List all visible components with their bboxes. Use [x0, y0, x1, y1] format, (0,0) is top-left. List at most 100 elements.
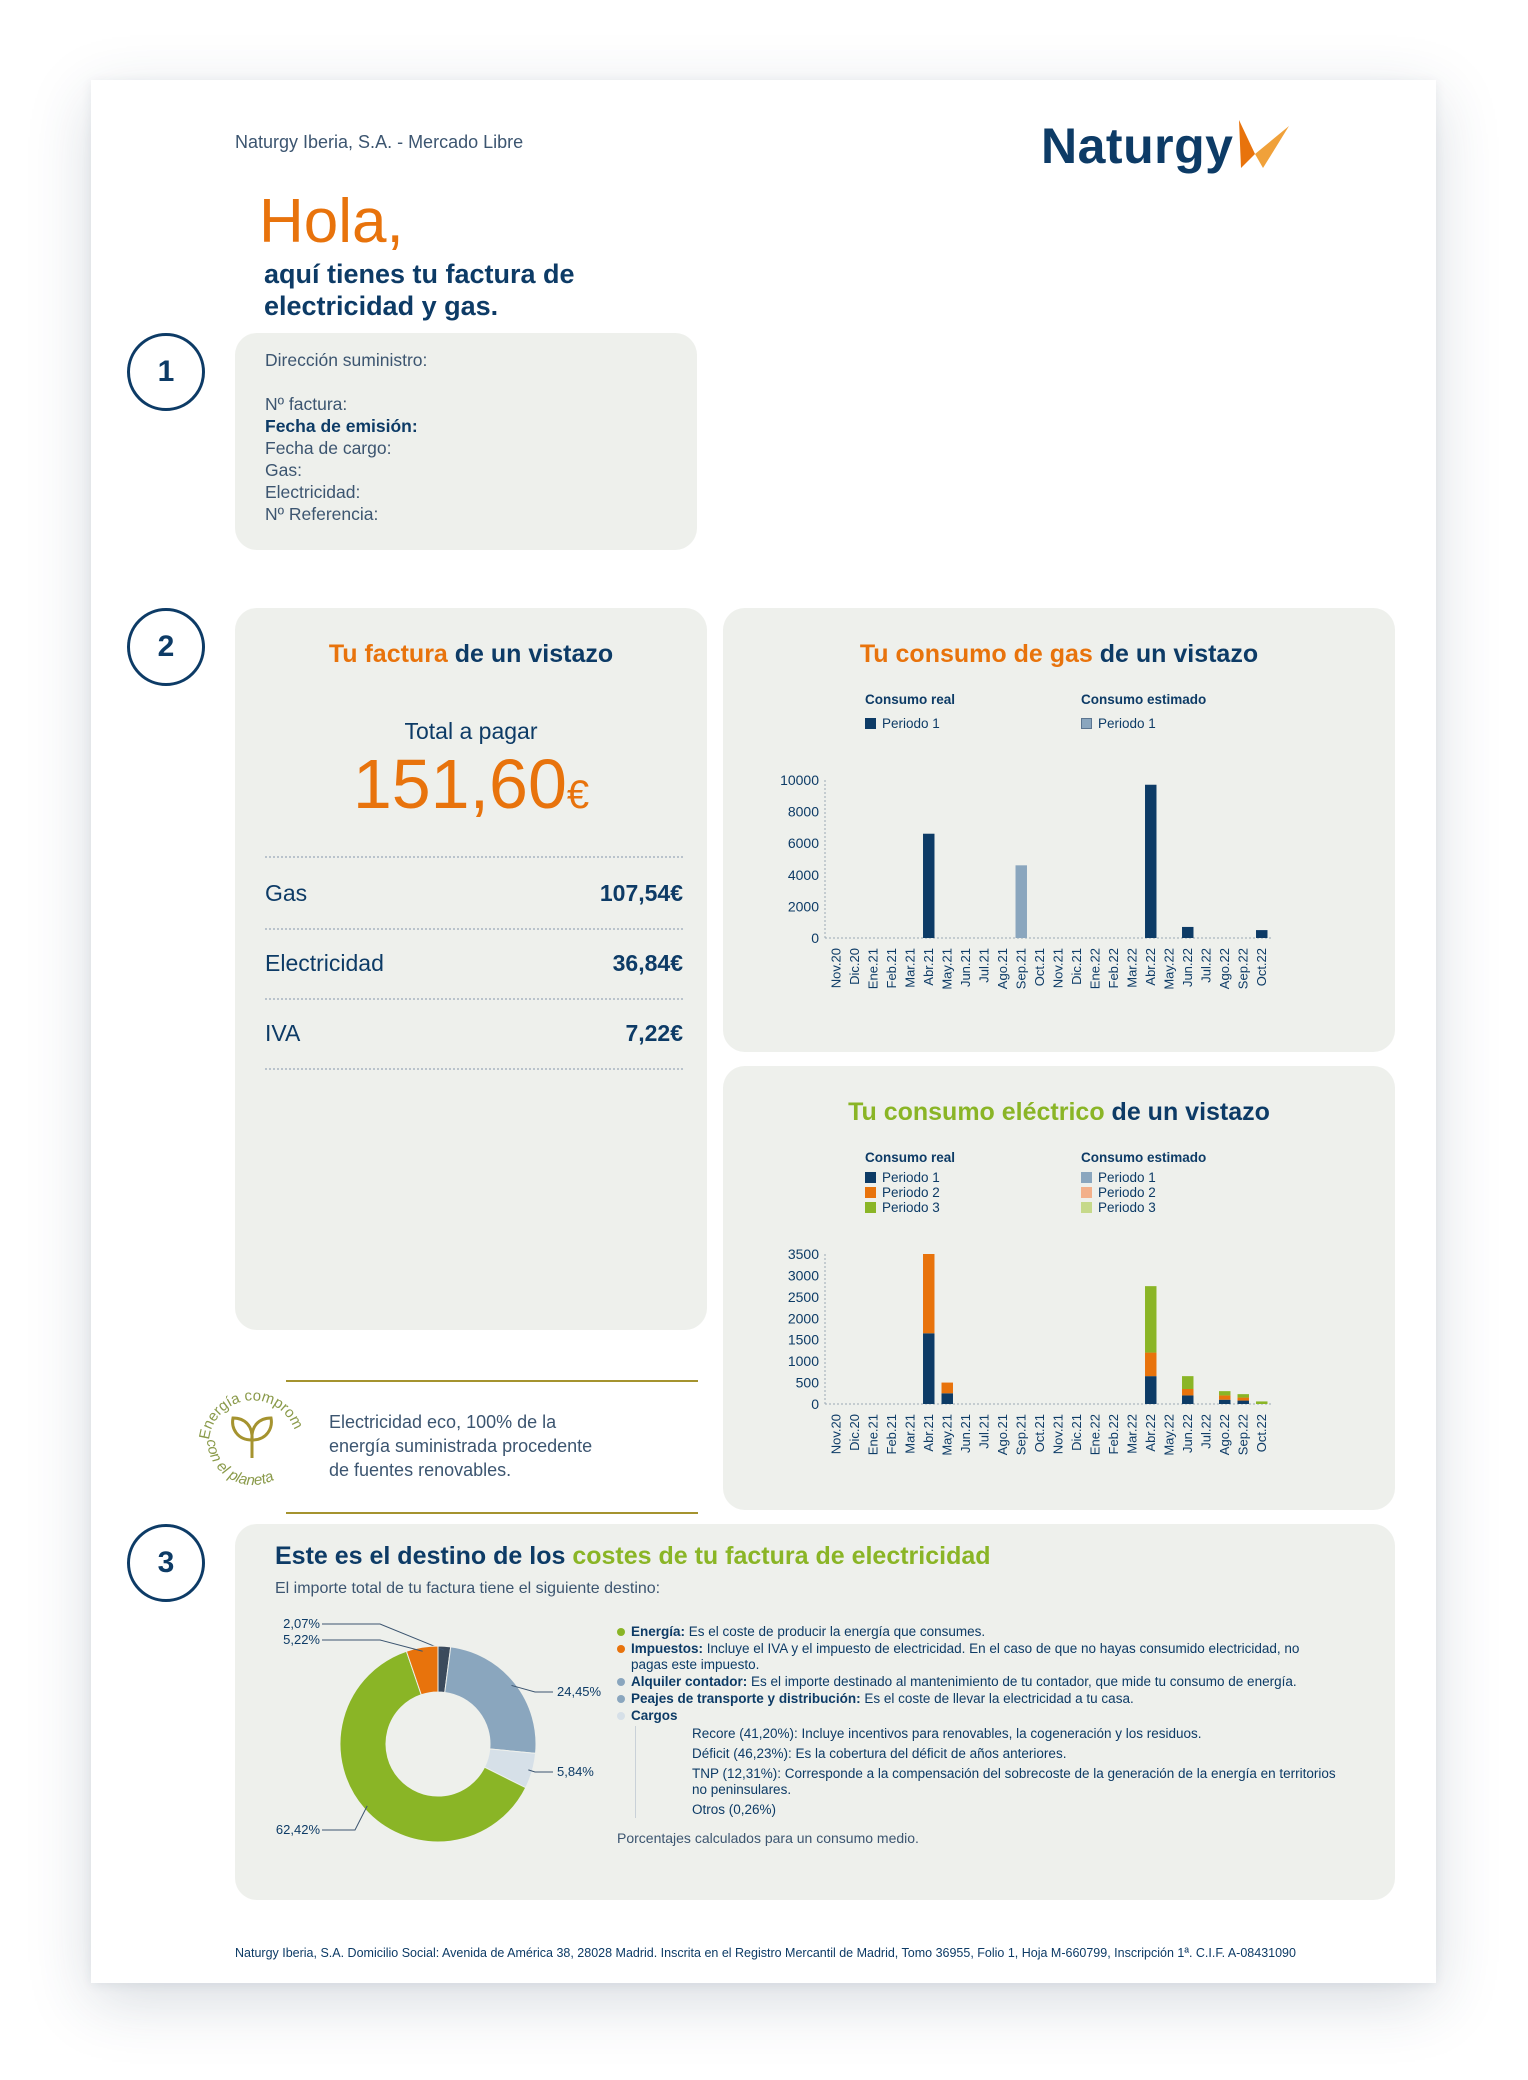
charge-deficit: Déficit (46,23%): Es la cobertura del dé… — [692, 1746, 1067, 1761]
x-tick-label: Ene.22 — [1087, 1414, 1102, 1455]
gas-label: Gas: — [265, 460, 302, 480]
y-tick-label: 6000 — [788, 835, 819, 851]
x-tick-label: Ago.22 — [1217, 1414, 1232, 1455]
x-tick-label: Nov.21 — [1050, 948, 1065, 988]
issue-date-label: Fecha de emisión: — [265, 416, 418, 436]
gas-legend-est-title: Consumo estimado — [1081, 692, 1207, 707]
bar-periodo-1 — [941, 1393, 953, 1404]
y-tick-label: 3500 — [788, 1246, 819, 1262]
donut-slice-energía — [339, 1650, 527, 1843]
summary-line-electricity: Electricidad 36,84€ — [265, 928, 683, 1000]
bar-periodo-3 — [1182, 1376, 1194, 1389]
greeting-subtitle: aquí tienes tu factura de electricidad y… — [264, 258, 575, 322]
bar-periodo-1 — [923, 1333, 935, 1404]
butterfly-logo-icon — [1239, 120, 1290, 168]
company-line: Naturgy Iberia, S.A. - Mercado Libre — [235, 132, 524, 152]
section-number-2: 2 — [127, 608, 205, 686]
svg-text:con el planeta: con el planeta — [203, 1439, 276, 1490]
summary-line-vat: IVA 7,22€ — [265, 998, 683, 1070]
eco-text: Electricidad eco, 100% de la energía sum… — [329, 1412, 593, 1480]
costs-title: Este es el destino de los costes de tu f… — [275, 1542, 991, 1570]
x-tick-label: May.21 — [939, 1414, 954, 1456]
bar-real — [1182, 926, 1194, 938]
donut-percent-label: 2,07% — [283, 1616, 320, 1631]
y-tick-label: 8000 — [788, 804, 819, 820]
electric-bar-chart: 0 500 1000 1500 2000 2500 3000 3500 Nov.20 Dic.20… — [788, 1246, 1271, 1456]
x-tick-label: Ago.21 — [995, 948, 1010, 989]
x-tick-label: Ago.22 — [1217, 948, 1232, 989]
donut-leader-line — [511, 1684, 553, 1693]
address-label: Dirección suministro: — [265, 350, 428, 370]
x-tick-label: Ene.22 — [1087, 948, 1102, 989]
reference-label: Nº Referencia: — [265, 504, 379, 524]
x-tick-label: Jul.21 — [976, 1414, 991, 1449]
x-tick-label: Feb.21 — [884, 948, 899, 988]
footer-legal: Naturgy Iberia, S.A. Domicilio Social: A… — [235, 1946, 1296, 1960]
eco-seal-icon: Energía comprometida con el planeta — [183, 1357, 307, 1490]
donut-leader-line — [528, 1769, 553, 1773]
bar-periodo-2 — [1237, 1397, 1249, 1401]
y-tick-label: 2000 — [788, 898, 819, 914]
costs-card: Este es el destino de los costes de tu f… — [235, 1524, 1395, 1900]
x-tick-label: Oct.21 — [1032, 948, 1047, 986]
x-tick-label: Feb.21 — [884, 1414, 899, 1454]
x-tick-label: Dic.20 — [847, 948, 862, 985]
subtitle-line-2: electricidad y gas. — [264, 291, 499, 321]
legend-charges: Cargos — [617, 1708, 1337, 1724]
y-tick-label: 2000 — [788, 1310, 819, 1326]
x-tick-label: Jul.22 — [1198, 948, 1213, 983]
x-tick-label: Sep.22 — [1235, 948, 1250, 989]
x-tick-label: Jul.21 — [976, 948, 991, 983]
donut-leader-line — [322, 1639, 423, 1652]
x-tick-label: May.22 — [1161, 1414, 1176, 1456]
x-tick-label: Oct.21 — [1032, 1414, 1047, 1452]
x-tick-label: Oct.22 — [1254, 948, 1269, 986]
x-tick-label: Jun.22 — [1180, 948, 1195, 987]
x-tick-label: Jun.22 — [1180, 1414, 1195, 1453]
bar-periodo-1 — [1219, 1399, 1231, 1404]
x-tick-label: Nov.20 — [828, 1414, 843, 1454]
gas-chart-title: Tu consumo de gas de un vistazo — [859, 640, 1259, 668]
y-tick-label: 3000 — [788, 1267, 819, 1283]
costs-donut-chart: 2,07% 24,45% 5,84% 62,42% 5,22% — [276, 1616, 602, 1843]
x-tick-label: Mar.21 — [902, 1414, 917, 1454]
bar-real — [1256, 930, 1268, 938]
bar-periodo-2 — [923, 1254, 935, 1334]
charge-date-label: Fecha de cargo: — [265, 438, 392, 458]
y-tick-label: 10000 — [780, 772, 819, 788]
y-tick-label: 0 — [811, 1396, 819, 1412]
gas-bar-chart: 0 2000 4000 6000 8000 10000 Nov.20 Dic.20 Ene.21… — [780, 772, 1271, 990]
naturgy-logo: Naturgy — [1041, 116, 1295, 176]
donut-percent-label: 5,84% — [557, 1764, 594, 1779]
eco-top-rule — [286, 1380, 698, 1382]
charge-tnp: TNP (12,31%): Corresponde a la compensac… — [692, 1766, 1336, 1797]
bar-periodo-3 — [1237, 1394, 1249, 1398]
donut-percent-label: 62,42% — [276, 1822, 321, 1837]
total-amount: 151,60€ — [352, 745, 590, 823]
bar-real — [923, 833, 935, 938]
costs-legend: Energía: Es el coste de producir la ener… — [617, 1624, 1337, 1846]
x-tick-label: May.21 — [939, 948, 954, 990]
x-tick-label: Dic.20 — [847, 1414, 862, 1451]
section-number-1: 1 — [127, 333, 205, 411]
x-tick-label: Abr.22 — [1143, 948, 1158, 986]
bar-periodo-1 — [1182, 1395, 1194, 1404]
x-tick-label: Dic.21 — [1069, 948, 1084, 985]
costs-note: Porcentajes calculados para un consumo m… — [617, 1830, 919, 1846]
bar-periodo-1 — [1145, 1376, 1157, 1404]
y-tick-label: 2500 — [788, 1289, 819, 1305]
x-tick-label: Abr.21 — [921, 1414, 936, 1452]
y-tick-label: 0 — [811, 930, 819, 946]
x-tick-label: Ene.21 — [865, 1414, 880, 1455]
x-tick-label: Sep.21 — [1013, 948, 1028, 989]
x-tick-label: Jun.21 — [958, 1414, 973, 1453]
gas-legend-real-p1: Periodo 1 — [865, 716, 940, 731]
elec-legend-est-title: Consumo estimado — [1081, 1150, 1207, 1165]
bar-real — [1145, 784, 1157, 938]
electricity-label: Electricidad: — [265, 482, 361, 502]
bar-periodo-2 — [1182, 1389, 1194, 1396]
y-tick-label: 1500 — [788, 1332, 819, 1348]
bar-periodo-3 — [1219, 1391, 1231, 1396]
x-tick-label: Mar.22 — [1124, 948, 1139, 988]
greeting-hello: Hola, — [259, 187, 404, 256]
